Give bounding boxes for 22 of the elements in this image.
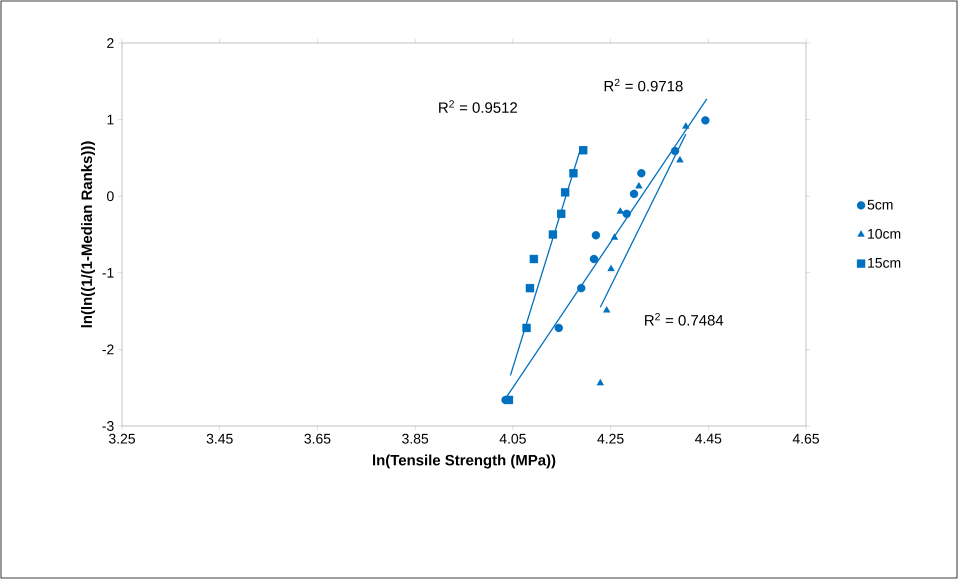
y-tick-label: 2 [107, 38, 114, 48]
y-tick-label: -1 [102, 268, 114, 278]
annotation: R$^{2}$ = 0.7484 [645, 312, 724, 326]
x-tick-label: 4.25 [597, 434, 624, 444]
y-tick-label: -2 [102, 344, 114, 354]
y-axis-title: ln(ln((1/(1-Median Ranks))) [81, 141, 95, 328]
x-axis-title: ln(Tensile Strength (MPa)) [373, 454, 556, 468]
annotation: R$^{2}$ = 0.9718 [604, 78, 683, 92]
y-tick-label: 0 [107, 191, 114, 202]
legend-label: 10cm [868, 228, 900, 239]
annotation: R$^{2}$ = 0.9512 [439, 100, 517, 113]
y-tick-label: -3 [102, 421, 114, 431]
x-tick-label: 4.45 [695, 434, 722, 444]
legend-label: 5cm [868, 200, 892, 210]
x-tick-label: 3.45 [206, 434, 233, 444]
y-tick-label: 1 [108, 114, 114, 124]
x-tick-label: 3.85 [402, 434, 428, 444]
x-tick-label: 3.25 [108, 434, 135, 444]
x-tick-label: 4.05 [500, 434, 526, 444]
x-tick-label: 3.65 [304, 434, 330, 444]
x-tick-label: 4.65 [792, 434, 819, 444]
legend-label: 15cm [868, 258, 900, 268]
